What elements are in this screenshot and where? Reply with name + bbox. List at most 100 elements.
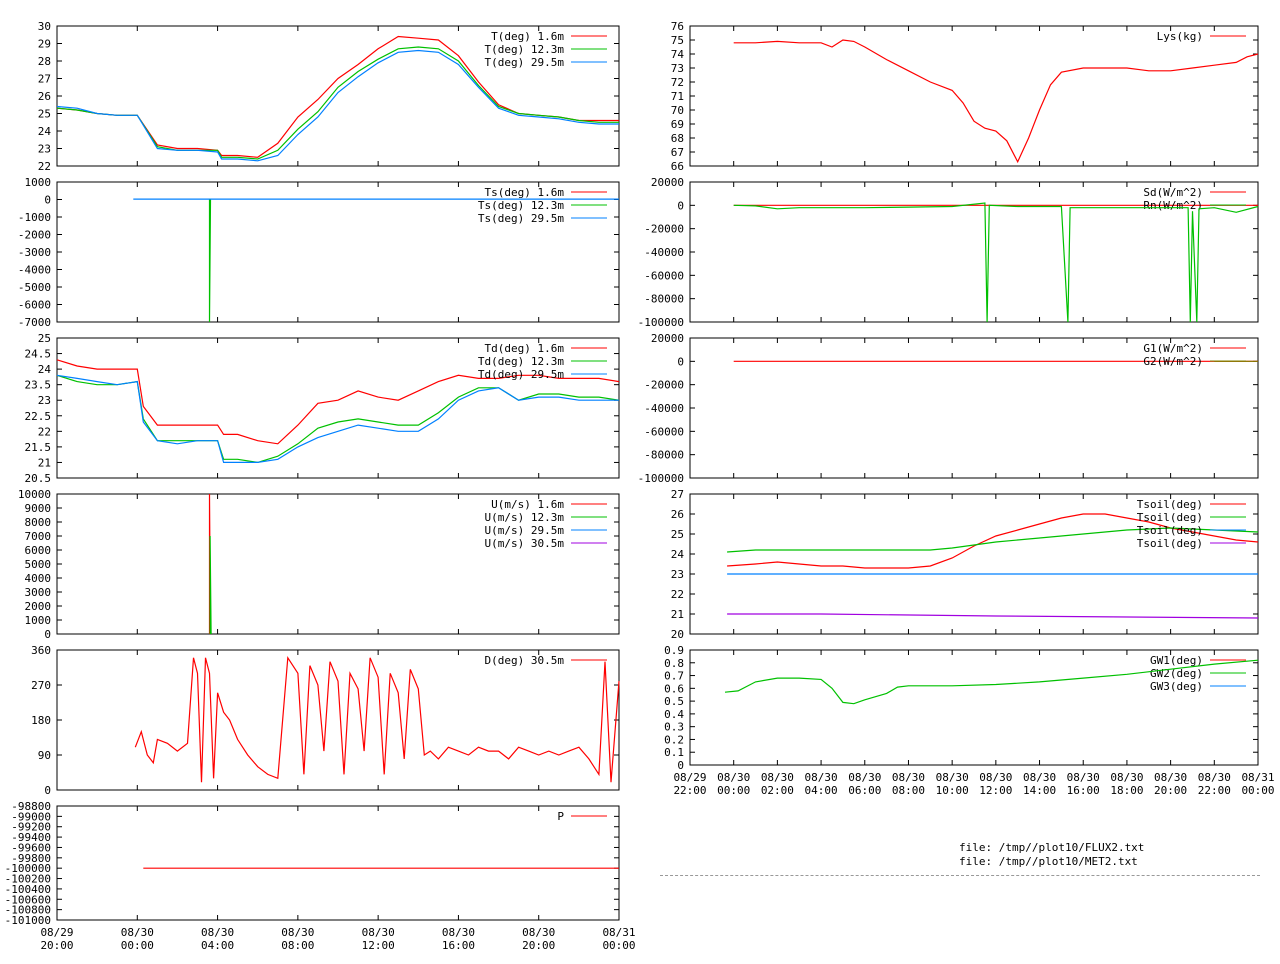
- y-tick-label: 0: [44, 784, 51, 797]
- legend-label: Ts(deg) 1.6m: [485, 186, 565, 199]
- series-line: [724, 659, 1259, 705]
- plot-frame: [689, 649, 1259, 766]
- y-tick-label: 70: [671, 104, 684, 117]
- y-tick-label: 20000: [651, 176, 684, 189]
- y-tick-label: 76: [671, 20, 684, 33]
- y-tick-label: -1000: [18, 211, 51, 224]
- series-line: [56, 374, 620, 464]
- y-tick-label: -99800: [11, 852, 51, 865]
- y-tick-label: 0.4: [664, 708, 684, 721]
- y-tick-label: 23: [38, 143, 51, 156]
- chart-U: 0100020003000400050006000700080009000100…: [18, 488, 620, 641]
- file-met2: file: /tmp//plot10/MET2.txt: [959, 855, 1138, 868]
- y-tick-label: -100400: [5, 883, 51, 896]
- legend-label: U(m/s) 12.3m: [485, 511, 565, 524]
- y-tick-label: -80000: [644, 449, 684, 462]
- y-tick-label: 2000: [25, 600, 52, 613]
- x-tick-label-time: 10:00: [936, 784, 969, 797]
- x-tick-label-time: 16:00: [1067, 784, 1100, 797]
- y-tick-label: 20: [671, 628, 684, 641]
- legend-label: Tsoil(deg): [1137, 498, 1203, 511]
- series-line: [727, 613, 1259, 619]
- y-tick-label: 270: [31, 679, 51, 692]
- x-tick-label-time: 16:00: [442, 939, 475, 952]
- y-tick-label: 1000: [25, 614, 52, 627]
- y-tick-label: 67: [671, 146, 684, 159]
- y-tick-label: -100600: [5, 893, 51, 906]
- y-tick-label: 30: [38, 20, 51, 33]
- y-tick-label: -20000: [644, 223, 684, 236]
- legend-label: GW1(deg): [1150, 654, 1203, 667]
- y-tick-label: 0: [677, 759, 684, 772]
- y-tick-label: 10000: [18, 488, 51, 501]
- y-tick-label: -3000: [18, 246, 51, 259]
- y-tick-label: -99400: [11, 831, 51, 844]
- x-tick-label-date: 08/30: [1023, 771, 1056, 784]
- plot-frame: [56, 337, 620, 479]
- y-tick-label: -98800: [11, 800, 51, 813]
- y-tick-label: 26: [671, 508, 684, 521]
- y-tick-label: 74: [671, 48, 685, 61]
- y-tick-label: -99200: [11, 821, 51, 834]
- chart-Ts: -7000 -6000 -5000 -4000 -3000 -2000 -1000 0 1000…: [18, 176, 620, 329]
- y-tick-label: -100000: [638, 316, 684, 329]
- x-tick-label-date: 08/30: [892, 771, 925, 784]
- y-tick-label: 6000: [25, 544, 52, 557]
- y-tick-label: 25: [38, 332, 51, 345]
- legend-label: Ts(deg) 12.3m: [478, 199, 564, 212]
- x-tick-label-date: 08/31: [1241, 771, 1274, 784]
- y-tick-label: 21.5: [25, 441, 52, 454]
- y-tick-label: 22: [38, 160, 51, 173]
- series-line: [733, 202, 1259, 323]
- x-tick-label-date: 08/30: [1154, 771, 1187, 784]
- legend-label: Tsoil(deg): [1137, 511, 1203, 524]
- y-tick-label: -100000: [5, 862, 51, 875]
- y-tick-label: -60000: [644, 269, 684, 282]
- series-line: [209, 535, 212, 635]
- y-tick-label: 21: [671, 608, 684, 621]
- x-tick-label-date: 08/30: [362, 926, 395, 939]
- y-tick-label: -99000: [11, 810, 51, 823]
- legend-label: Td(deg) 12.3m: [478, 355, 564, 368]
- legend-label: Rn(W/m^2): [1143, 199, 1203, 212]
- y-tick-label: 23: [38, 394, 51, 407]
- legend-label: T(deg) 29.5m: [485, 56, 565, 69]
- y-tick-label: 73: [671, 62, 684, 75]
- legend-label: Lys(kg): [1157, 30, 1203, 43]
- y-tick-label: 27: [38, 73, 51, 86]
- x-tick-label-date: 08/30: [1110, 771, 1143, 784]
- legend-label: GW3(deg): [1150, 680, 1203, 693]
- y-tick-label: 0.1: [664, 746, 684, 759]
- x-tick-label-time: 00:00: [717, 784, 750, 797]
- x-tick-label-time: 06:00: [848, 784, 881, 797]
- y-tick-label: 7000: [25, 530, 52, 543]
- x-tick-label-time: 14:00: [1023, 784, 1056, 797]
- x-tick-label-time: 04:00: [201, 939, 234, 952]
- x-tick-label-time: 04:00: [805, 784, 838, 797]
- y-tick-label: 21: [38, 456, 51, 469]
- x-tick-label-time: 00:00: [1241, 784, 1274, 797]
- y-tick-label: 66: [671, 160, 684, 173]
- x-tick-label-date: 08/29: [673, 771, 706, 784]
- y-tick-label: 8000: [25, 516, 52, 529]
- chart-T: 22 23 24 25 26 27 28 29 30 T(deg) 1.6mT(deg) 12.3…: [38, 20, 620, 173]
- x-tick-label-time: 12:00: [979, 784, 1012, 797]
- y-tick-label: 23.5: [25, 379, 52, 392]
- y-tick-label: 180: [31, 714, 51, 727]
- y-tick-label: 9000: [25, 502, 52, 515]
- x-tick-label-time: 22:00: [673, 784, 706, 797]
- y-tick-label: -6000: [18, 299, 51, 312]
- legend-label: T(deg) 12.3m: [485, 43, 565, 56]
- y-tick-label: 90: [38, 749, 51, 762]
- x-tick-label-date: 08/30: [442, 926, 475, 939]
- chart-Sd: -100000 -80000 -60000 -40000 -20000 0 20000 Sd(…: [638, 176, 1259, 329]
- y-tick-label: 28: [38, 55, 51, 68]
- chart-G: -100000 -80000 -60000 -40000 -20000 0 20000 G1(…: [638, 332, 1259, 485]
- x-tick-label-date: 08/30: [1198, 771, 1231, 784]
- y-tick-label: 360: [31, 644, 51, 657]
- legend-label: Sd(W/m^2): [1143, 186, 1203, 199]
- file-flux2: file: /tmp//plot10/FLUX2.txt: [959, 841, 1145, 854]
- y-tick-label: 1000: [25, 176, 52, 189]
- plot-frame: [56, 649, 620, 791]
